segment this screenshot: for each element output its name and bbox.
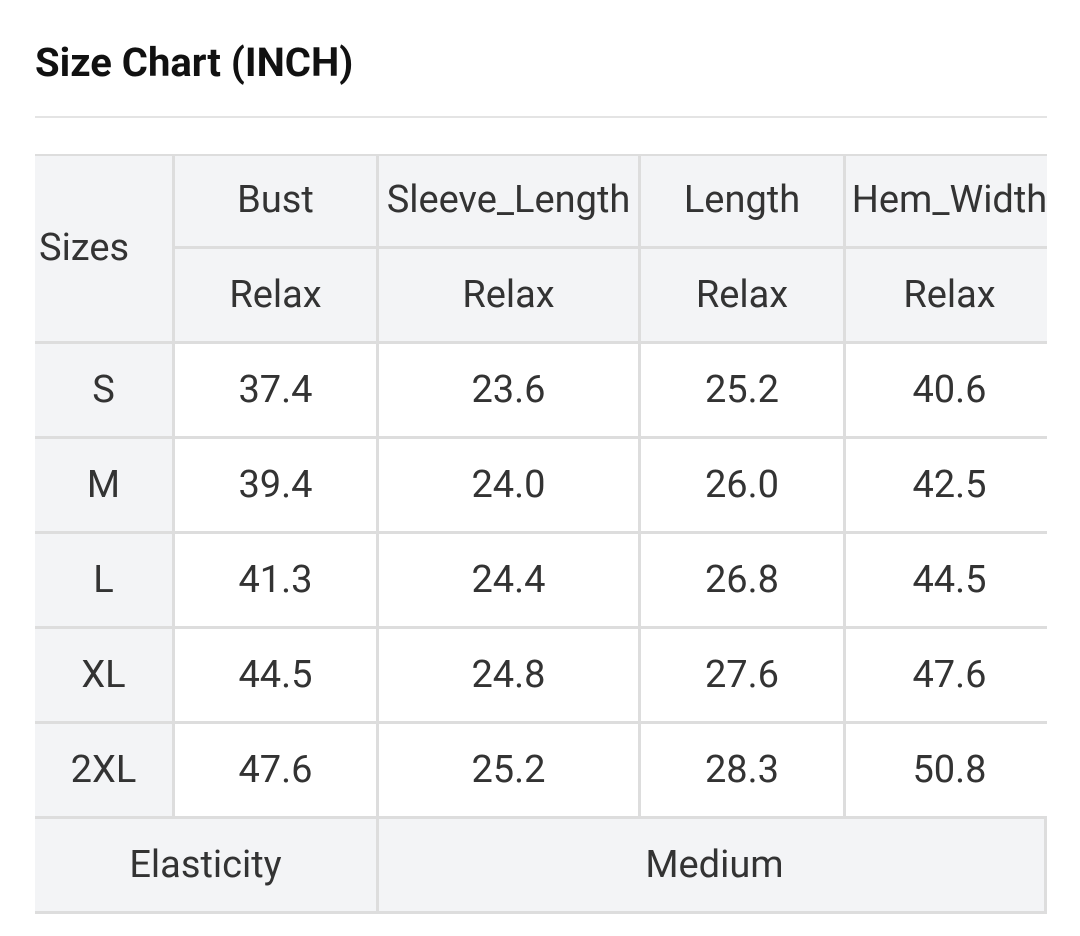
measurement: 39.4 bbox=[175, 439, 379, 534]
measurement: 42.5 bbox=[846, 439, 1047, 534]
size-label: L bbox=[35, 534, 175, 629]
elasticity-label: Elasticity bbox=[35, 819, 379, 914]
measurement: 24.0 bbox=[379, 439, 641, 534]
size-label: 2XL bbox=[35, 724, 175, 819]
measurement: 26.8 bbox=[641, 534, 846, 629]
sub-header: Relax bbox=[846, 249, 1047, 344]
measurement: 47.6 bbox=[175, 724, 379, 819]
size-label: XL bbox=[35, 629, 175, 724]
size-header: Sizes bbox=[35, 156, 175, 344]
measurement: 26.0 bbox=[641, 439, 846, 534]
size-table: Sizes Bust Sleeve_Length Length Hem_Width Rel… bbox=[35, 154, 1047, 916]
sub-header: Relax bbox=[379, 249, 641, 344]
measurement: 44.5 bbox=[175, 629, 379, 724]
measurement: 28.3 bbox=[641, 724, 846, 819]
size-label: M bbox=[35, 439, 175, 534]
sub-header: Relax bbox=[175, 249, 379, 344]
title: Size Chart (INCH) bbox=[35, 39, 354, 86]
measurement: 40.6 bbox=[846, 344, 1047, 439]
measurement: 23.6 bbox=[379, 344, 641, 439]
size-label: S bbox=[35, 344, 175, 439]
measurement: 24.8 bbox=[379, 629, 641, 724]
column-header: Bust bbox=[175, 156, 379, 249]
measurement: 25.2 bbox=[379, 724, 641, 819]
measurement: 47.6 bbox=[846, 629, 1047, 724]
measurement: 25.2 bbox=[641, 344, 846, 439]
measurement: 37.4 bbox=[175, 344, 379, 439]
column-header: Hem_Width bbox=[846, 156, 1047, 249]
sub-header: Relax bbox=[641, 249, 846, 344]
measurement: 50.8 bbox=[846, 724, 1047, 819]
column-header: Length bbox=[641, 156, 846, 249]
divider bbox=[35, 116, 1047, 118]
measurement: 27.6 bbox=[641, 629, 846, 724]
measurement: 41.3 bbox=[175, 534, 379, 629]
measurement: 44.5 bbox=[846, 534, 1047, 629]
measurement: 24.4 bbox=[379, 534, 641, 629]
column-header: Sleeve_Length bbox=[379, 156, 641, 249]
elasticity-value: Medium bbox=[379, 819, 1047, 914]
